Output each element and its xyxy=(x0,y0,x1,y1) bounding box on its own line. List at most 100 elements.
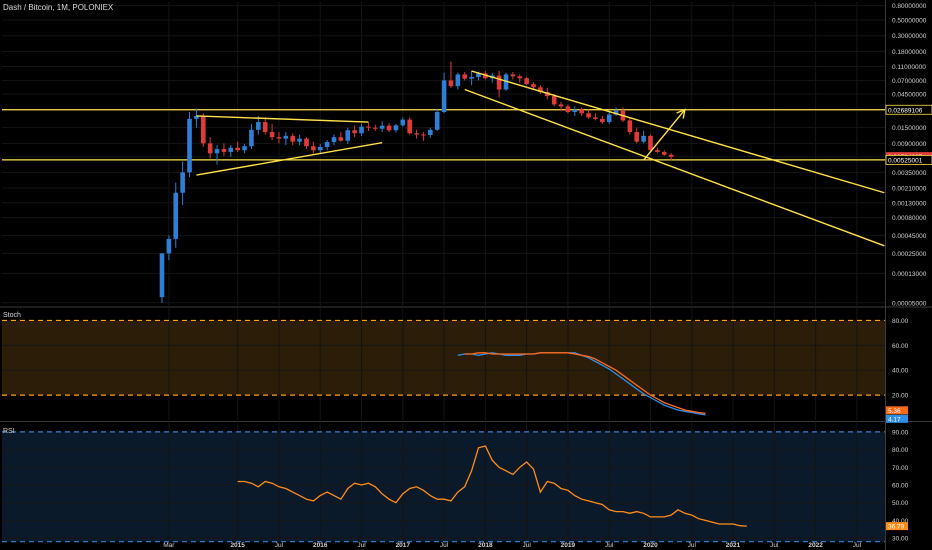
main-pane xyxy=(2,61,885,303)
stoch-axis-label: 40.00 xyxy=(892,368,909,375)
candle-body xyxy=(551,96,557,105)
price-axis-label: 0.30000000 xyxy=(892,33,927,40)
candle-body xyxy=(297,138,302,142)
price-axis-label: 0.00025000 xyxy=(892,251,927,258)
candle-body xyxy=(207,143,213,154)
candle-body xyxy=(600,118,605,123)
candle-body xyxy=(366,126,371,128)
candle-body xyxy=(269,132,275,138)
price-tag-label: 0.00525001 xyxy=(888,157,923,164)
candle-body xyxy=(173,192,179,239)
candle-body xyxy=(214,148,220,154)
candle-body xyxy=(579,109,584,114)
price-axis-label: 0.00210000 xyxy=(892,186,927,193)
stoch-d-line xyxy=(464,352,706,414)
candle-body xyxy=(256,122,261,130)
candle-body xyxy=(324,142,330,147)
price-axis-label: 0.00080000 xyxy=(892,215,927,222)
trendline xyxy=(196,115,369,123)
rsi-axis-label: 90.00 xyxy=(892,429,909,436)
trendline xyxy=(196,141,383,176)
stoch-axis-label: 20.00 xyxy=(892,393,909,400)
stoch-axis-label: 60.00 xyxy=(892,343,909,350)
trendline xyxy=(471,70,885,194)
trendline xyxy=(464,88,885,247)
price-axis-label: 0.18000000 xyxy=(892,49,927,56)
candle-body xyxy=(469,77,474,79)
chart-title: Dash / Bitcoin, 1M, POLONIEX xyxy=(3,3,114,12)
candle-body xyxy=(352,130,357,134)
price-axis-label: 0.00350000 xyxy=(892,170,927,177)
candle-body xyxy=(317,146,323,151)
rsi-axis-label: 70.00 xyxy=(892,465,909,472)
candle-body xyxy=(249,129,254,147)
candle-body xyxy=(627,120,633,133)
time-axis-label: Jul xyxy=(853,542,862,549)
candle-body xyxy=(641,135,646,142)
rsi-last-tag-label: 36.79 xyxy=(888,524,905,531)
price-tag-bg xyxy=(885,155,932,165)
rsi-last-tag-bg xyxy=(886,522,908,531)
price-tag-bg xyxy=(885,104,932,115)
candle-body xyxy=(655,150,660,152)
candle-body xyxy=(648,135,653,151)
candle-body xyxy=(194,115,199,119)
candle-body xyxy=(221,148,227,152)
time-axis-label: 2015 xyxy=(230,542,245,549)
time-axis-label: 2020 xyxy=(643,542,658,549)
time-axis-label: 2021 xyxy=(726,542,741,549)
price-axis-label: 0.04500000 xyxy=(892,91,927,98)
price-axis-label: 0.01500000 xyxy=(892,125,927,132)
time-axis-label: Mar xyxy=(163,542,175,549)
candle-body xyxy=(407,119,412,134)
candle-body xyxy=(441,80,447,113)
price-axis-label: 0.00045000 xyxy=(892,233,927,240)
candle-body xyxy=(180,172,185,193)
candle-body xyxy=(428,129,433,136)
stoch-axis-label: 80.00 xyxy=(892,318,909,325)
candle-body xyxy=(331,137,337,143)
candle-body xyxy=(276,137,282,139)
candle-body xyxy=(338,137,344,141)
candle-body xyxy=(524,78,529,85)
candle-body xyxy=(572,109,578,113)
candle-body xyxy=(661,151,667,155)
stoch-last-tag-label: 4.17 xyxy=(888,416,901,423)
price-axis-label: 0.00900000 xyxy=(892,141,927,148)
price-axis-label: 0.00013000 xyxy=(892,271,927,278)
candle-body xyxy=(400,119,406,126)
candle-body xyxy=(414,133,419,135)
candle-body xyxy=(283,135,289,139)
candle-body xyxy=(421,134,426,136)
rsi-axis-label: 50.00 xyxy=(892,500,909,507)
time-axis-label: 2017 xyxy=(396,542,411,549)
time-axis-label: Jul xyxy=(605,542,614,549)
price-axis-label: 0.00005000 xyxy=(892,300,927,307)
stoch-last-tag-label: 5.36 xyxy=(888,408,901,415)
price-axis-label: 0.80000000 xyxy=(892,3,927,10)
trendline-arrowhead xyxy=(676,108,686,119)
rsi-line xyxy=(237,445,747,527)
candle-body xyxy=(483,73,488,79)
price-axis-label: 0.11000000 xyxy=(892,64,926,71)
time-axis-label: 2022 xyxy=(808,542,823,549)
candle-body xyxy=(538,87,543,92)
candle-body xyxy=(166,238,172,254)
stoch-band-fill xyxy=(2,320,885,396)
trendline xyxy=(643,109,686,161)
candle-body xyxy=(200,115,206,144)
candle-body xyxy=(613,110,619,115)
candle-body xyxy=(235,147,240,151)
candle-body xyxy=(510,74,516,77)
candle-body xyxy=(290,135,296,142)
stoch-panel-label: Stoch xyxy=(3,312,21,319)
stoch-last-tag-bg xyxy=(886,414,908,423)
candle-body xyxy=(159,253,165,298)
candle-body xyxy=(359,126,364,134)
candle-body xyxy=(379,125,385,129)
candle-body xyxy=(586,113,591,118)
time-axis-label: Jul xyxy=(440,542,449,549)
rsi-axis-label: 60.00 xyxy=(892,483,909,490)
